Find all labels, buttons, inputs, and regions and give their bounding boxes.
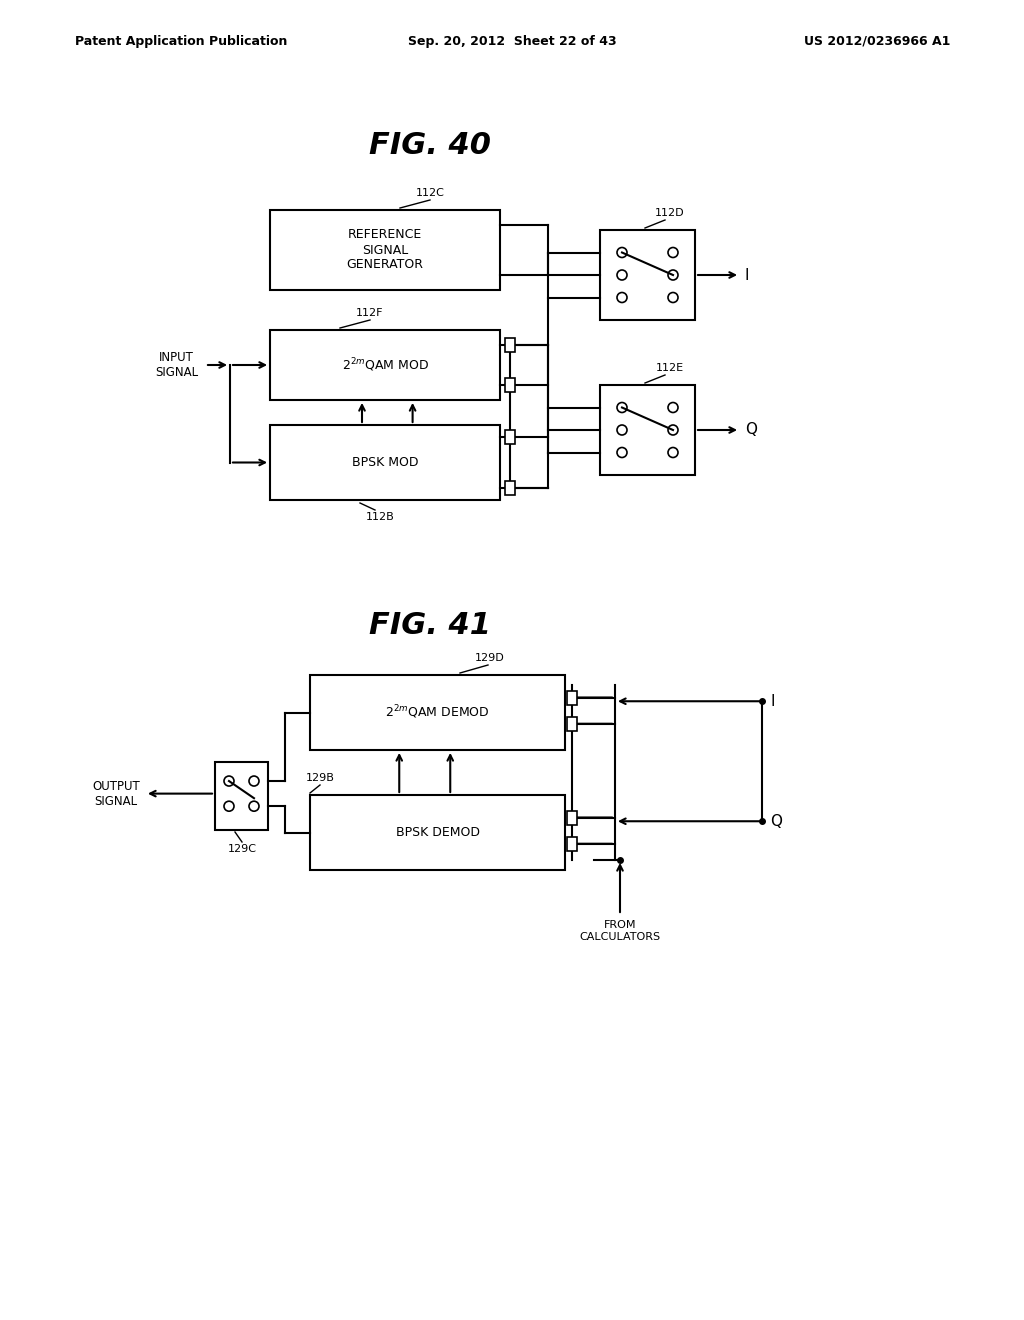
Text: 112E: 112E bbox=[656, 363, 684, 374]
Bar bbox=[270, 330, 500, 400]
Text: 129C: 129C bbox=[227, 843, 256, 854]
Bar bbox=[567, 690, 577, 705]
Text: 112D: 112D bbox=[655, 209, 685, 218]
Bar bbox=[505, 430, 515, 444]
Text: 112C: 112C bbox=[416, 187, 444, 198]
Bar bbox=[600, 385, 695, 475]
Bar bbox=[505, 338, 515, 352]
Bar bbox=[567, 810, 577, 825]
Text: 129D: 129D bbox=[475, 653, 505, 663]
Text: BPSK MOD: BPSK MOD bbox=[352, 455, 418, 469]
Text: Q: Q bbox=[770, 813, 782, 829]
Text: I: I bbox=[745, 268, 750, 282]
Text: INPUT
SIGNAL: INPUT SIGNAL bbox=[155, 351, 198, 379]
Bar bbox=[270, 210, 500, 290]
Text: $2^{2m}$QAM DEMOD: $2^{2m}$QAM DEMOD bbox=[385, 704, 489, 721]
Text: OUTPUT
SIGNAL: OUTPUT SIGNAL bbox=[92, 780, 140, 808]
Text: BPSK DEMOD: BPSK DEMOD bbox=[395, 826, 479, 840]
Bar bbox=[310, 795, 565, 870]
Text: Sep. 20, 2012  Sheet 22 of 43: Sep. 20, 2012 Sheet 22 of 43 bbox=[408, 36, 616, 48]
Bar bbox=[505, 480, 515, 495]
Text: FROM
CALCULATORS: FROM CALCULATORS bbox=[580, 920, 660, 941]
Text: REFERENCE
SIGNAL
GENERATOR: REFERENCE SIGNAL GENERATOR bbox=[346, 228, 424, 272]
Text: 112F: 112F bbox=[356, 308, 384, 318]
Bar bbox=[505, 378, 515, 392]
Bar bbox=[567, 717, 577, 731]
Text: I: I bbox=[770, 694, 774, 709]
Bar bbox=[600, 230, 695, 319]
Text: 112B: 112B bbox=[366, 512, 394, 521]
Text: FIG. 41: FIG. 41 bbox=[369, 610, 490, 639]
Bar bbox=[270, 425, 500, 500]
Text: Q: Q bbox=[745, 422, 757, 437]
Text: FIG. 40: FIG. 40 bbox=[369, 131, 490, 160]
Bar bbox=[310, 675, 565, 750]
Text: $2^{2m}$QAM MOD: $2^{2m}$QAM MOD bbox=[342, 356, 428, 374]
Text: US 2012/0236966 A1: US 2012/0236966 A1 bbox=[804, 36, 950, 48]
Bar bbox=[567, 837, 577, 851]
Text: Patent Application Publication: Patent Application Publication bbox=[75, 36, 288, 48]
Bar bbox=[215, 762, 268, 830]
Text: 129B: 129B bbox=[305, 774, 335, 783]
